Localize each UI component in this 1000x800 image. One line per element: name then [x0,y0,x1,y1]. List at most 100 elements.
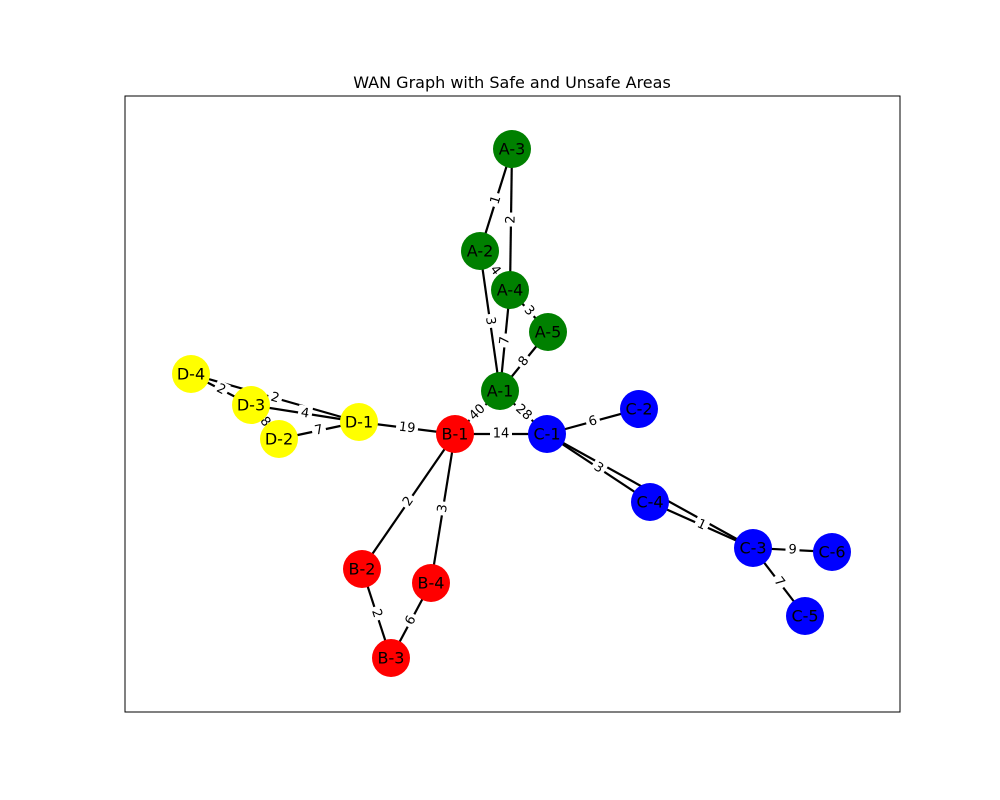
chart-title: WAN Graph with Safe and Unsafe Areas [353,73,671,92]
edge-label-background [490,426,512,442]
node-B-1: B-1 [436,415,474,453]
node-circle [232,386,270,424]
node-label: C-3 [739,539,766,558]
edge-label-D-2-D-1: 7 [310,421,328,440]
edge-label-C-1-C-2: 6 [584,411,602,432]
edge-label-background [211,379,231,400]
node-label: D-4 [177,365,205,384]
node-circle [436,415,474,453]
edge-label-C-3-C-5: 7 [768,571,790,593]
node-circle [481,372,519,410]
edge-label-background [395,418,419,438]
node-circle [493,130,531,168]
node-label: A-1 [487,382,514,401]
edge-label-D-4-D-1: 2 [266,388,284,408]
node-label: C-1 [533,425,560,444]
edge-label-B-1-B-2: 2 [397,491,420,512]
edge-weight-text: 19 [398,420,416,437]
edge-label-background [691,514,712,536]
edge-label-A-4-A-5: 3 [518,300,540,322]
edge-label-A-2-A-1: 3 [481,312,499,330]
node-D-3: D-3 [232,386,270,424]
node-C-1: C-1 [528,415,566,453]
node-circle [620,390,658,428]
edge-weight-text: 14 [493,427,510,442]
node-circle [260,420,298,458]
node-circle [813,533,851,571]
node-A-5: A-5 [529,313,567,351]
node-B-2: B-2 [343,550,381,588]
edge-label-background [588,457,609,479]
node-label: B-3 [378,649,405,668]
edge-weight-text: 9 [788,542,797,557]
edge-weight-text: 2 [503,215,518,223]
node-label: A-2 [467,242,494,261]
node-circle [343,550,381,588]
edge-label-background [433,500,453,517]
node-label: B-4 [418,574,445,593]
edge-label-background [464,399,491,426]
node-label: C-6 [818,543,845,562]
node-D-1: D-1 [340,403,378,441]
node-label: A-4 [497,281,524,300]
node-circle [734,529,772,567]
edge-label-background [481,312,499,330]
edge-label-B-4-B-3: 6 [400,610,422,631]
edge-label-background [484,260,506,281]
node-label: A-5 [535,323,562,342]
edge-label-background [397,491,420,512]
edge-label-C-4-C-3: 1 [691,514,712,536]
edge-label-A-5-A-1: 8 [513,351,535,372]
edge-label-background [400,610,422,631]
node-circle [491,271,529,309]
node-circle [528,415,566,453]
edge-weight-text: 6 [587,413,599,430]
edge-label-background [518,300,540,322]
edge-label-D-3-D-1: 4 [296,404,314,423]
node-circle [372,639,410,677]
edge-label-C-3-C-6: 9 [785,541,800,559]
node-D-2: D-2 [260,420,298,458]
edge-label-background [310,421,328,440]
node-C-4: C-4 [631,483,669,521]
edge-weight-text: 3 [435,503,451,514]
node-label: D-2 [265,430,293,449]
edge-label-D-1-B-1: 19 [395,418,419,438]
edge-label-B-2-B-3: 2 [366,604,387,623]
node-label: A-3 [499,140,526,159]
node-A-2: A-2 [461,232,499,270]
node-circle [340,403,378,441]
node-circle [461,232,499,270]
node-B-4: B-4 [412,564,450,602]
edge-label-A-2-A-3: 1 [486,190,506,210]
edge-weight-text: 7 [313,422,324,438]
node-D-4: D-4 [172,355,210,393]
node-label: B-1 [442,425,469,444]
edge-label-B-1-B-4: 3 [433,500,453,517]
node-C-3: C-3 [734,529,772,567]
node-B-3: B-3 [372,639,410,677]
edge-weight-text: 2 [269,390,281,407]
edge-label-D-4-D-3: 2 [211,379,231,400]
node-circle [172,355,210,393]
edge-label-A-1-B-1: 40 [464,399,491,426]
edge-label-A-1-C-1: 28 [509,399,538,426]
edge-label-B-1-C-1: 14 [490,426,512,442]
edge-label-background [266,388,284,408]
node-label: D-3 [237,396,265,415]
axes-frame [124,95,901,713]
node-C-5: C-5 [786,597,824,635]
node-circle [529,313,567,351]
node-C-6: C-6 [813,533,851,571]
edge-label-background [502,212,520,227]
edge-label-A-4-A-1: 7 [496,332,514,349]
node-A-3: A-3 [493,130,531,168]
node-label: C-4 [636,493,663,512]
node-circle [631,483,669,521]
edge-label-background [509,399,538,426]
edge-label-background [496,332,514,349]
node-label: C-2 [625,400,652,419]
node-A-4: A-4 [491,271,529,309]
node-label: B-2 [349,560,376,579]
edge-label-background [366,604,387,623]
